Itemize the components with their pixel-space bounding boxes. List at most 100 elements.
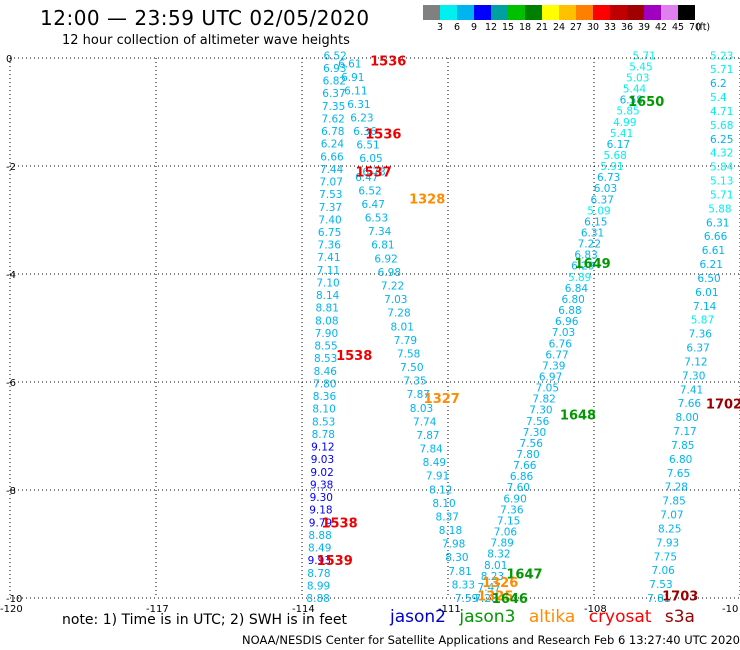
wave-height-value: 7.90 (315, 328, 338, 340)
wave-height-value: 8.78 (307, 568, 330, 580)
wave-height-value: 6.80 (669, 454, 692, 466)
wave-height-value: 6.82 (323, 76, 346, 88)
wave-height-value: 6.61 (338, 58, 361, 70)
wave-height-value: 6.51 (356, 139, 379, 151)
wave-height-value: 7.30 (523, 427, 546, 439)
wave-height-value: 6.53 (365, 213, 388, 225)
pass-number-label: 1648 (560, 408, 596, 423)
wave-height-value: 7.98 (442, 539, 465, 551)
wave-height-value: 6.92 (374, 253, 397, 265)
x-tick-label: -111 (438, 604, 461, 615)
y-tick-label: -2 (6, 162, 16, 173)
colorbar-swatch (474, 5, 491, 20)
wave-height-value: 8.01 (391, 321, 414, 333)
colorbar-label: 15 (501, 22, 515, 33)
wave-height-value: 7.03 (552, 327, 575, 339)
chart-title: 12:00 — 23:59 UTC 02/05/2020 (40, 6, 370, 30)
wave-height-value: 7.62 (321, 113, 344, 125)
x-tick-label: -120 (0, 604, 23, 615)
colorbar-swatch (678, 5, 695, 20)
wave-height-value: 7.53 (319, 189, 342, 201)
wave-height-value: 6.97 (539, 371, 562, 383)
wave-height-value: 7.28 (387, 308, 410, 320)
wave-height-value: 6.37 (686, 343, 709, 355)
wave-height-value: 6.52 (323, 50, 346, 62)
wave-height-value: 5.71 (710, 64, 733, 76)
wave-height-value: 6.80 (561, 294, 584, 306)
wave-height-value: 8.10 (312, 404, 335, 416)
wave-height-value: 7.41 (317, 252, 340, 264)
wave-height-value: 7.79 (394, 335, 417, 347)
wave-height-value: 8.00 (675, 412, 698, 424)
wave-height-value: 7.17 (673, 426, 696, 438)
wave-height-value: 7.60 (507, 482, 530, 494)
wave-height-value: 8.03 (410, 403, 433, 415)
wave-height-value: 7.87 (407, 389, 430, 401)
wave-height-value: 6.50 (697, 273, 720, 285)
colorbar-swatch (627, 5, 644, 20)
colorbar-label: (ft) (695, 22, 711, 33)
wave-height-value: 9.12 (311, 442, 334, 454)
wave-height-value: 7.41 (680, 384, 703, 396)
wave-height-value: 7.44 (320, 164, 344, 176)
wave-height-value: 6.86 (510, 471, 534, 483)
wave-height-value: 5.68 (603, 150, 626, 162)
x-tick-label: -108 (584, 604, 607, 615)
wave-height-value: 7.06 (494, 527, 518, 539)
wave-height-value: 6.31 (347, 99, 370, 111)
wave-height-value: 6.11 (344, 85, 367, 97)
wave-height-value: 8.30 (445, 552, 468, 564)
wave-height-value: 7.80 (313, 378, 336, 390)
wave-height-value: 8.08 (315, 315, 338, 327)
legend-jason3: jason3 (459, 607, 516, 627)
pass-number-label: 1646 (492, 592, 528, 607)
wave-height-value: 9.30 (310, 492, 333, 504)
wave-height-value: 7.65 (667, 468, 690, 480)
colorbar-label: 24 (552, 22, 566, 33)
wave-height-value: 5.45 (629, 61, 652, 73)
wave-height-value: 6.73 (597, 172, 620, 184)
wave-height-value: 7.56 (520, 438, 544, 450)
wave-height-value: 8.32 (487, 549, 510, 561)
pass-number-label: 1650 (628, 95, 664, 110)
wave-height-value: 6.29 (571, 261, 594, 273)
wave-height-value: 7.28 (665, 482, 688, 494)
wave-height-value: 8.53 (314, 353, 337, 365)
wave-height-value: 7.58 (397, 348, 420, 360)
wave-height-value: 7.81 (448, 566, 471, 578)
wave-height-value: 7.07 (320, 177, 343, 189)
pass-number-label: 1538 (336, 349, 372, 364)
wave-height-value: 7.53 (649, 579, 672, 591)
wave-height-value: 7.14 (693, 301, 717, 313)
wave-height-value: 7.66 (513, 460, 537, 472)
wave-height-value: 7.84 (419, 444, 443, 456)
wave-height-value: 6.98 (378, 267, 401, 279)
wave-height-value: 8.49 (308, 543, 331, 555)
colorbar-swatch (661, 5, 678, 20)
wave-height-value: 6.36 (353, 126, 377, 138)
wave-height-value: 5.03 (626, 72, 649, 84)
wave-height-value: 6.78 (321, 126, 344, 138)
wave-height-value: 7.91 (426, 471, 449, 483)
wave-height-value: 5.71 (710, 189, 733, 201)
wave-height-value: 7.66 (678, 398, 702, 410)
colorbar-label: 39 (637, 22, 651, 33)
wave-height-value: 6.2 (710, 78, 727, 90)
pass-number-label: 1702 (706, 398, 740, 413)
wave-height-value: 6.21 (700, 259, 723, 271)
wave-height-value: 7.36 (689, 329, 713, 341)
wave-height-value: 7.47 (478, 582, 501, 594)
wave-height-value: 7.22 (578, 239, 601, 251)
wave-height-value: 8.88 (306, 593, 329, 605)
x-tick-label: -10 (722, 604, 738, 615)
y-tick-label: -4 (6, 270, 16, 281)
colorbar-label: 21 (535, 22, 549, 33)
wave-height-value: 6.05 (359, 153, 382, 165)
wave-height-value: 7.85 (671, 440, 694, 452)
wave-height-value: 7.82 (532, 394, 555, 406)
colorbar-label: 33 (603, 22, 617, 33)
wave-height-value: 7.81 (647, 593, 670, 605)
wave-height-value: 6.84 (565, 283, 589, 295)
wave-height-value: 7.50 (400, 362, 423, 374)
wave-height-value: 6.37 (322, 88, 345, 100)
